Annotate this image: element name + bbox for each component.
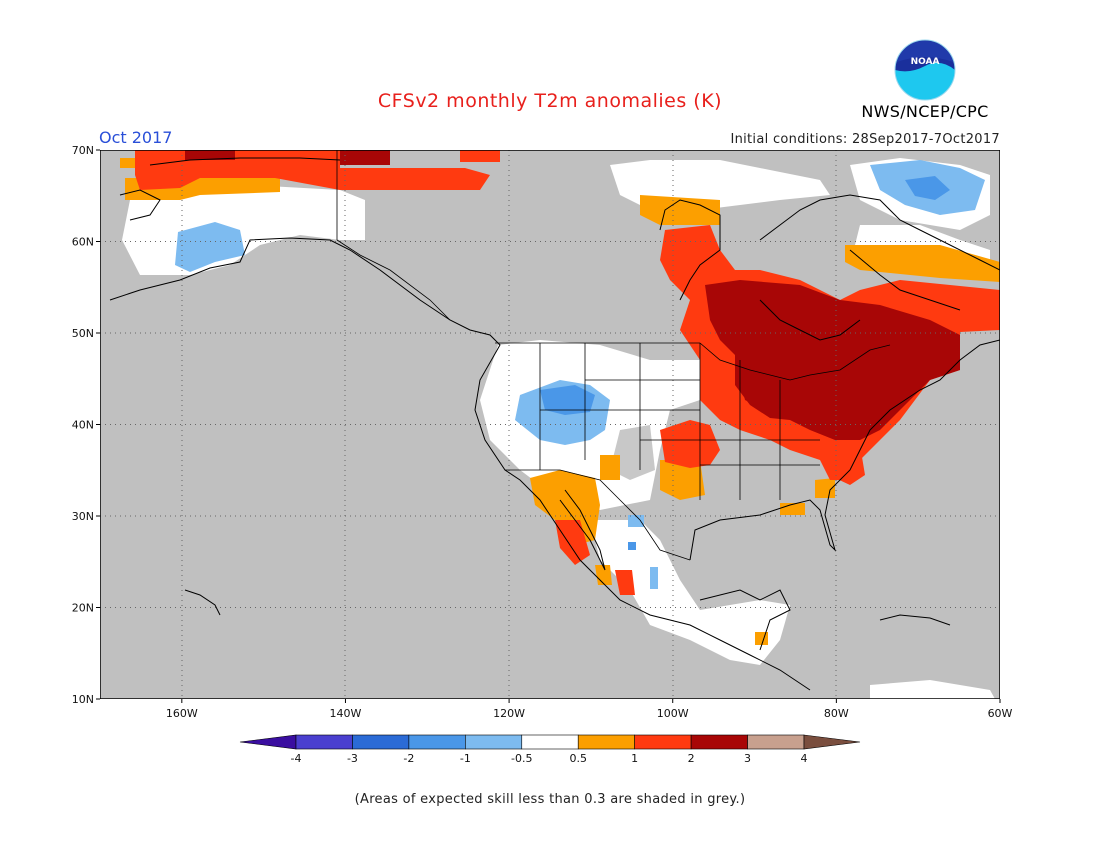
colorbar-tick-label: 4 <box>801 752 808 765</box>
colorbar-segment-high-extreme <box>803 734 861 750</box>
colorbar: -4 -3 -2 -1 -0.5 0.5 1 2 3 4 <box>239 734 861 765</box>
lon-tick-label: 160W <box>166 707 198 720</box>
colorbar-segment <box>408 734 466 750</box>
anomaly-2-to-3 <box>185 150 960 440</box>
coastlines <box>109 157 1000 691</box>
cool-anomalies <box>175 160 985 589</box>
colorbar-segment <box>521 734 579 750</box>
lon-tick-label: 140W <box>330 707 362 720</box>
map-title: CFSv2 monthly T2m anomalies (K) <box>377 90 723 112</box>
colorbar-segment <box>352 734 410 750</box>
colorbar-segment <box>690 734 748 750</box>
colorbar-segment <box>577 734 635 750</box>
latitude-labels: 70N 60N 50N 40N 30N 20N 10N <box>72 144 100 706</box>
lat-tick-label: 60N <box>72 236 94 249</box>
noaa-logo: NOAA <box>894 39 956 101</box>
lat-tick-label: 50N <box>72 327 94 340</box>
colorbar-segment-low-extreme <box>239 734 297 750</box>
colorbar-tick-label: 0.5 <box>569 752 587 765</box>
colorbar-tick-label: -3 <box>347 752 358 765</box>
graticule <box>100 150 1000 699</box>
lat-tick-label: 30N <box>72 510 94 523</box>
lat-tick-label: 20N <box>72 602 94 615</box>
anomaly-0p5-to-1 <box>120 158 1000 645</box>
lat-tick-label: 40N <box>72 419 94 432</box>
noaa-logo-text: NOAA <box>911 57 940 67</box>
colorbar-tick-label: -2 <box>403 752 414 765</box>
agency-label: NWS/NCEP/CPC <box>861 102 989 121</box>
colorbar-tick-label: 2 <box>688 752 695 765</box>
forecast-month: Oct 2017 <box>99 128 173 147</box>
skill-footnote: (Areas of expected skill less than 0.3 a… <box>354 792 746 807</box>
low-skill-land <box>610 425 655 480</box>
colorbar-tick-label: -1 <box>460 752 471 765</box>
lon-tick-label: 80W <box>824 707 849 720</box>
colorbar-tick-label: -4 <box>291 752 302 765</box>
colorbar-tick-label: 3 <box>744 752 751 765</box>
political-boundaries <box>336 150 891 561</box>
lat-tick-label: 70N <box>72 144 94 157</box>
colorbar-tick-label: 1 <box>631 752 638 765</box>
colorbar-tick-label: -0.5 <box>511 752 532 765</box>
lat-tick-label: 10N <box>72 693 94 706</box>
longitude-labels: 160W 140W 120W 100W 80W 60W <box>166 699 1013 720</box>
colorbar-segment <box>295 734 353 750</box>
lon-tick-label: 60W <box>988 707 1013 720</box>
colorbar-segment <box>465 734 523 750</box>
lon-tick-label: 100W <box>657 707 689 720</box>
colorbar-segment <box>747 734 805 750</box>
colorbar-segment <box>634 734 692 750</box>
initial-conditions: Initial conditions: 28Sep2017-7Oct2017 <box>730 132 1000 147</box>
lon-tick-label: 120W <box>493 707 525 720</box>
map-area <box>100 150 1000 699</box>
